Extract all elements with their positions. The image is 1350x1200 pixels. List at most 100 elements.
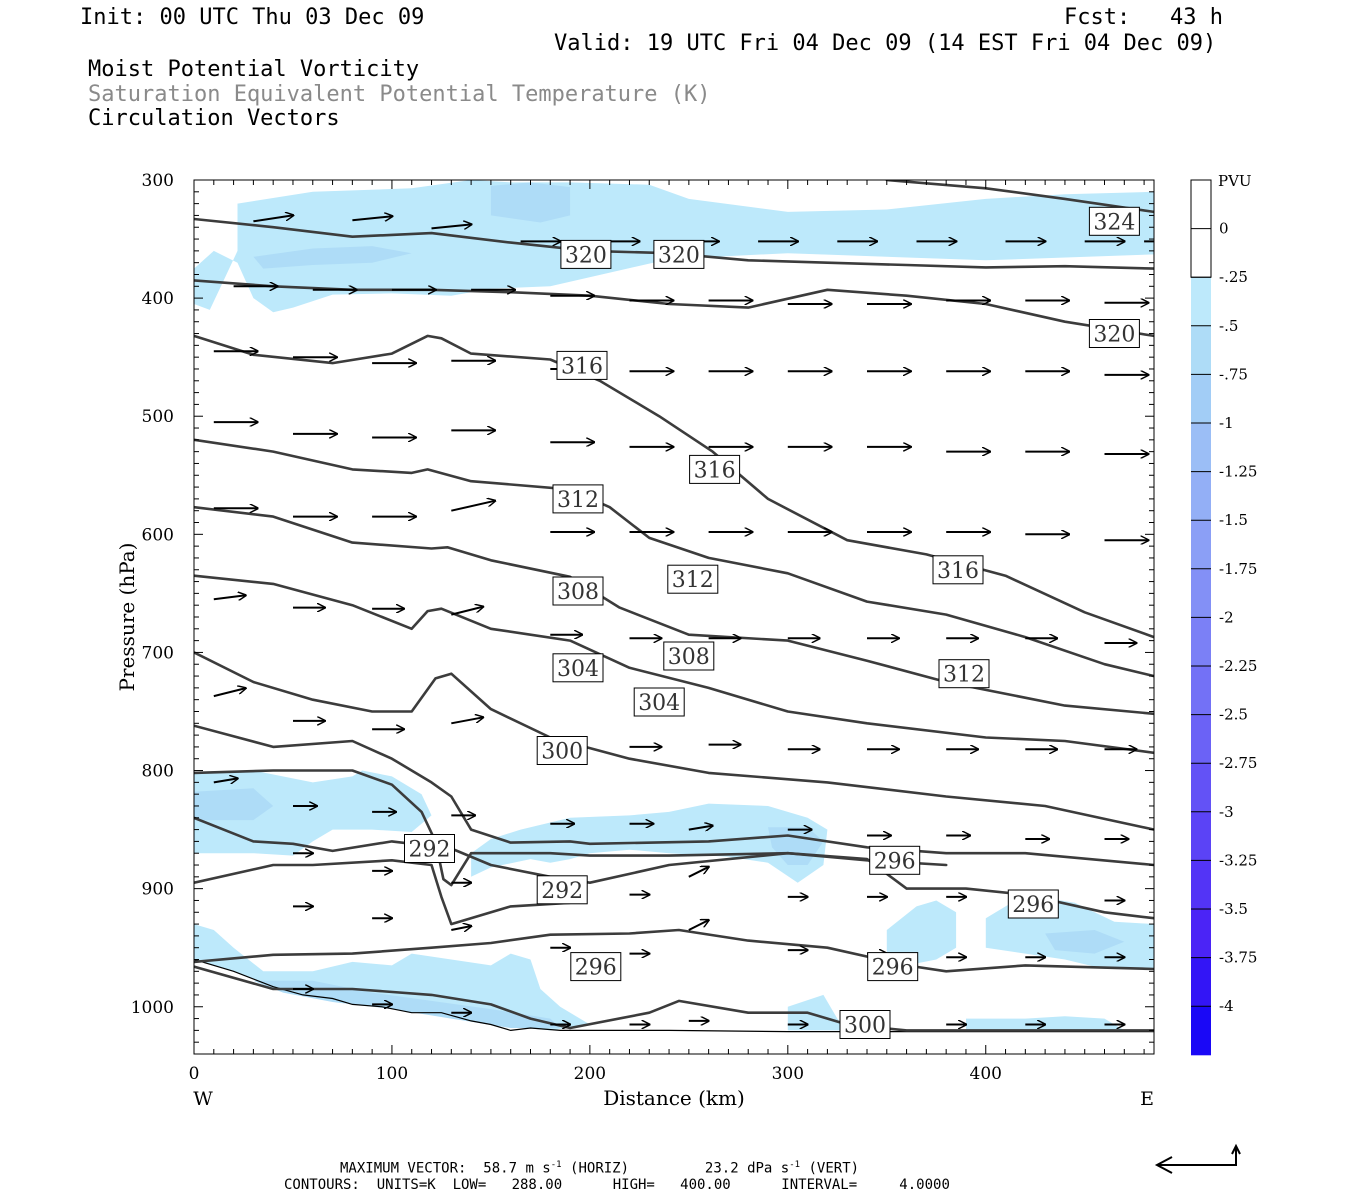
contour-label-text: 316	[561, 354, 603, 379]
colorbar-cell-15	[1191, 909, 1211, 959]
circulation-vector-72	[213, 688, 246, 698]
contour-label-292-16: 292	[404, 834, 455, 863]
reference-vector-icon	[1154, 1143, 1241, 1174]
theta-contour-9	[194, 769, 1154, 920]
contour-label-296-21: 296	[867, 952, 919, 982]
theta-contour-10	[194, 816, 948, 885]
contour-label-text: 304	[557, 657, 599, 682]
colorbar-label-8: -2	[1219, 608, 1234, 626]
contour-label-304-13: 304	[633, 687, 685, 717]
contour-label-300-14: 300	[536, 736, 588, 765]
colorbar-label-7: -1.75	[1219, 560, 1257, 578]
colorbar-label-6: -1.5	[1219, 511, 1248, 529]
horiz-exponent: -1	[550, 1160, 562, 1170]
forecast-hour: Fcst: 43 h	[1064, 5, 1223, 30]
contour-label-296-20: 296	[570, 952, 622, 982]
contour-label-text: 316	[937, 559, 979, 584]
contour-label-text: 296	[1012, 893, 1054, 918]
colorbar-label-10: -2.5	[1219, 706, 1248, 724]
colorbar-label-0: 0	[1219, 220, 1229, 238]
colorbar-cell-9	[1191, 617, 1211, 667]
reference-vector-path	[1158, 1148, 1237, 1166]
circulation-vector-1	[352, 216, 392, 220]
theta-contour-1	[885, 180, 1154, 214]
contour-label-text: 324	[1093, 210, 1135, 235]
colorbar-cell-13	[1191, 811, 1211, 861]
circulation-vector-60	[213, 595, 246, 599]
reference-vector-head-vert	[1231, 1143, 1241, 1155]
contour-label-box	[404, 834, 455, 863]
field-title-theta-es: Saturation Equivalent Potential Temperat…	[88, 82, 711, 107]
contour-label-box	[663, 641, 715, 671]
contour-label-box	[689, 454, 741, 484]
contour-label-316-6: 316	[932, 555, 984, 585]
colorbar-label-2: -.5	[1219, 317, 1238, 335]
horiz-unit: m s	[525, 1160, 551, 1177]
contour-label-text: 320	[565, 243, 607, 268]
y-tick-label-400: 400	[142, 289, 174, 309]
contour-label-text: 308	[668, 645, 710, 670]
contour-label-text: 304	[638, 691, 680, 716]
circulation-vector-112	[688, 920, 709, 931]
x-tick-label-100: 100	[376, 1064, 408, 1084]
colorbar-cell-3	[1191, 325, 1211, 375]
valid-time: Valid: 19 UTC Fri 04 Dec 09 (14 EST Fri …	[554, 31, 1217, 56]
contour-label-308-11: 308	[663, 641, 715, 671]
x-axis-label: Distance (km)	[603, 1086, 745, 1110]
contour-label-text: 296	[575, 956, 617, 981]
circulation-vector-101	[688, 867, 709, 878]
colorbar-label-13: -3.25	[1219, 851, 1257, 869]
colorbar-label-4: -1	[1219, 414, 1234, 432]
y-tick-label-700: 700	[142, 643, 174, 663]
colorbar-cell-8	[1191, 568, 1211, 618]
max-vector-label: MAXIMUM VECTOR:	[340, 1160, 467, 1177]
colorbar-label-1: -.25	[1219, 268, 1248, 286]
reference-vector-head-horiz	[1154, 1156, 1173, 1174]
plot-area: 324 320 320 320 316 316 316 312 312 312 308 308 304 3…	[194, 180, 1154, 1039]
theta-contour-4	[194, 438, 1154, 678]
contour-label-box	[633, 687, 685, 717]
x-tick-label-300: 300	[772, 1064, 804, 1084]
pv-region-5	[194, 788, 274, 821]
contour-label-box	[552, 484, 604, 514]
colorbar-label-12: -3	[1219, 803, 1234, 821]
colorbar-label-16: -4	[1219, 997, 1234, 1015]
contour-label-text: 320	[658, 243, 700, 268]
contour-label-box	[1007, 889, 1059, 919]
x-tick-label-400: 400	[970, 1064, 1002, 1084]
colorbar-cell-4	[1191, 374, 1211, 424]
theta-contour-12	[194, 928, 1154, 973]
contour-label-308-10: 308	[552, 576, 604, 606]
field-title-vectors: Circulation Vectors	[88, 106, 340, 131]
contour-label-312-8: 312	[667, 564, 719, 594]
contour-label-300-15: 300	[839, 1010, 891, 1039]
colorbar-cell-16	[1191, 957, 1211, 1007]
colorbar-cell-1	[1191, 228, 1211, 278]
pv-region-11	[253, 980, 561, 1028]
circulation-vector-75	[451, 717, 483, 725]
colorbar-label-15: -3.75	[1219, 949, 1257, 967]
colorbar-cell-12	[1191, 763, 1211, 813]
y-tick-label-600: 600	[142, 525, 174, 545]
contour-label-text: 296	[872, 956, 914, 981]
max-vector-readout: MAXIMUM VECTOR: 58.7 m s-1 (HORIZ) 23.2 …	[340, 1157, 859, 1177]
contour-label-box	[556, 350, 608, 380]
contour-label-box	[1088, 206, 1140, 236]
colorbar-label-5: -1.25	[1219, 463, 1257, 481]
contour-label-text: 312	[943, 663, 985, 688]
colorbar-cell-11	[1191, 714, 1211, 764]
contour-label-text: 300	[844, 1014, 886, 1039]
pv-region-2	[253, 246, 412, 269]
circulation-vector-63	[451, 607, 483, 616]
x-tick-label-200: 200	[574, 1064, 606, 1084]
plot-background	[194, 180, 1154, 1054]
terrain-line	[194, 958, 1154, 1033]
colorbar-label-3: -.75	[1219, 365, 1248, 383]
circulation-vector-90	[688, 826, 713, 830]
contour-label-320-1: 320	[560, 239, 612, 269]
pv-region-1	[490, 182, 571, 223]
colorbar-cell-5	[1191, 423, 1211, 473]
contour-label-box	[536, 736, 588, 765]
x-tick-label-0: 0	[189, 1064, 200, 1084]
vert-value: 23.2	[704, 1160, 739, 1177]
